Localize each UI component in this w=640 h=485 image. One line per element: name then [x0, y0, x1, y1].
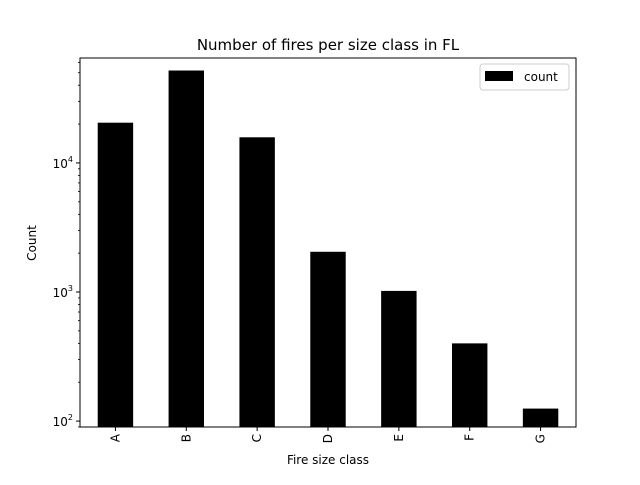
- legend: count: [479, 63, 570, 91]
- bar-B: [168, 70, 204, 427]
- legend-box: [479, 63, 570, 91]
- bars-group: [97, 70, 559, 427]
- x-tick-label-C: C: [250, 434, 264, 442]
- x-tick-label-F: F: [463, 434, 477, 441]
- bar-A: [97, 122, 134, 427]
- y-tick-label: 104: [53, 155, 73, 171]
- bar-F: [452, 343, 488, 427]
- y-ticks: 102 103 104: [53, 155, 80, 429]
- bar-C: [239, 137, 275, 427]
- legend-swatch: [485, 71, 513, 81]
- y-axis-label: Count: [25, 225, 39, 261]
- x-ticks: A B C D E F G: [108, 427, 548, 443]
- x-tick-label-A: A: [108, 433, 122, 442]
- y-tick-label: 103: [53, 284, 73, 300]
- plot-frame: [79, 57, 577, 428]
- y-tick-label: 102: [53, 413, 73, 429]
- bar-D: [310, 251, 346, 427]
- chart-title: Number of fires per size class in FL: [197, 36, 460, 54]
- bar-G: [522, 408, 559, 427]
- x-tick-label-B: B: [179, 434, 193, 442]
- legend-label-count: count: [524, 70, 558, 84]
- x-axis-label: Fire size class: [287, 453, 369, 467]
- bar-E: [381, 290, 417, 427]
- x-tick-label-E: E: [392, 434, 406, 442]
- x-tick-label-D: D: [321, 434, 335, 443]
- x-tick-label-G: G: [534, 434, 548, 443]
